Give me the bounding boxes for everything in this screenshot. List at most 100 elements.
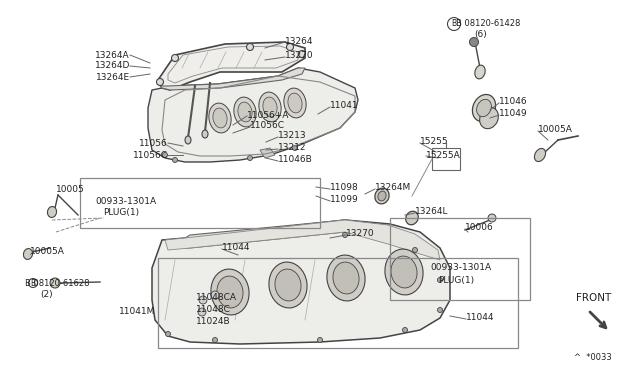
- Text: B: B: [451, 19, 456, 29]
- Bar: [158, 258, 518, 348]
- Text: 10006: 10006: [465, 224, 493, 232]
- Ellipse shape: [413, 247, 417, 253]
- Ellipse shape: [166, 331, 170, 337]
- Ellipse shape: [391, 256, 417, 288]
- Text: PLUG(1): PLUG(1): [103, 208, 139, 218]
- Ellipse shape: [488, 214, 496, 222]
- Ellipse shape: [534, 148, 545, 161]
- Polygon shape: [158, 42, 305, 90]
- Ellipse shape: [298, 51, 305, 58]
- Text: 11098: 11098: [330, 183, 359, 192]
- Ellipse shape: [479, 108, 499, 129]
- Ellipse shape: [211, 291, 219, 299]
- Ellipse shape: [198, 308, 206, 316]
- Ellipse shape: [403, 327, 408, 333]
- Text: 11046B: 11046B: [278, 155, 313, 164]
- Ellipse shape: [209, 103, 231, 133]
- Ellipse shape: [477, 99, 492, 117]
- Text: 13264E: 13264E: [96, 73, 130, 81]
- Ellipse shape: [212, 337, 218, 343]
- Text: (2): (2): [40, 289, 52, 298]
- Text: 13213: 13213: [278, 131, 307, 141]
- Ellipse shape: [202, 130, 208, 138]
- Ellipse shape: [248, 155, 253, 160]
- Ellipse shape: [284, 88, 306, 118]
- Ellipse shape: [342, 232, 348, 237]
- Ellipse shape: [29, 279, 38, 288]
- Text: 10005A: 10005A: [538, 125, 573, 135]
- Bar: [80, 178, 320, 228]
- Ellipse shape: [470, 38, 479, 46]
- Ellipse shape: [406, 211, 419, 225]
- Text: 11099: 11099: [330, 196, 359, 205]
- Text: 11048CA: 11048CA: [196, 292, 237, 301]
- Ellipse shape: [333, 262, 359, 294]
- Ellipse shape: [438, 278, 442, 282]
- Ellipse shape: [24, 248, 33, 259]
- Ellipse shape: [213, 108, 227, 128]
- Text: 11046: 11046: [499, 97, 527, 106]
- Polygon shape: [160, 68, 305, 90]
- Ellipse shape: [317, 337, 323, 343]
- Ellipse shape: [263, 97, 277, 117]
- Text: 15255: 15255: [420, 138, 449, 147]
- Text: 11041: 11041: [330, 102, 358, 110]
- Ellipse shape: [287, 44, 294, 51]
- Text: 13264: 13264: [285, 38, 314, 46]
- Text: FRONT: FRONT: [576, 293, 611, 303]
- Polygon shape: [185, 220, 390, 248]
- Ellipse shape: [199, 296, 207, 304]
- Text: (6): (6): [474, 31, 487, 39]
- Text: 11048C: 11048C: [196, 305, 231, 314]
- Text: 13270: 13270: [346, 230, 374, 238]
- Text: ^  *0033: ^ *0033: [574, 353, 612, 362]
- Ellipse shape: [47, 206, 56, 218]
- Text: 11056C: 11056C: [250, 122, 285, 131]
- Ellipse shape: [472, 94, 495, 122]
- Text: 13264D: 13264D: [95, 61, 130, 71]
- Ellipse shape: [234, 97, 256, 127]
- Ellipse shape: [292, 145, 298, 151]
- Text: 13264L: 13264L: [415, 208, 449, 217]
- Text: 11049: 11049: [499, 109, 527, 119]
- Polygon shape: [152, 220, 450, 344]
- Ellipse shape: [238, 102, 252, 122]
- Text: 11041M: 11041M: [118, 308, 155, 317]
- Text: PLUG(1): PLUG(1): [438, 276, 474, 285]
- Text: 11056C: 11056C: [133, 151, 168, 160]
- Text: 15255A: 15255A: [426, 151, 461, 160]
- Ellipse shape: [211, 269, 249, 315]
- Text: 11024B: 11024B: [196, 317, 230, 326]
- Text: 11056: 11056: [140, 138, 168, 148]
- Ellipse shape: [163, 153, 168, 157]
- Text: 13212: 13212: [278, 144, 307, 153]
- Ellipse shape: [246, 44, 253, 51]
- Ellipse shape: [259, 92, 281, 122]
- Ellipse shape: [269, 262, 307, 308]
- Polygon shape: [260, 148, 275, 158]
- Ellipse shape: [475, 65, 485, 79]
- Ellipse shape: [268, 151, 273, 155]
- Text: 00933-1301A: 00933-1301A: [430, 263, 491, 273]
- Ellipse shape: [385, 249, 423, 295]
- Polygon shape: [148, 68, 358, 162]
- Ellipse shape: [375, 188, 389, 204]
- Ellipse shape: [185, 136, 191, 144]
- Text: 10005A: 10005A: [30, 247, 65, 257]
- Ellipse shape: [378, 191, 386, 201]
- Text: 13270: 13270: [285, 51, 314, 61]
- Text: 11056+A: 11056+A: [247, 110, 289, 119]
- Ellipse shape: [217, 276, 243, 308]
- Text: B: B: [31, 279, 36, 288]
- Text: B 08120-61628: B 08120-61628: [25, 279, 90, 288]
- Text: 11044: 11044: [222, 244, 250, 253]
- Ellipse shape: [172, 55, 179, 61]
- Ellipse shape: [275, 269, 301, 301]
- Ellipse shape: [438, 308, 442, 312]
- Text: 11044: 11044: [466, 314, 495, 323]
- Polygon shape: [165, 220, 440, 260]
- Text: B 08120-61428: B 08120-61428: [456, 19, 520, 29]
- Polygon shape: [432, 148, 460, 170]
- Ellipse shape: [327, 255, 365, 301]
- Ellipse shape: [50, 278, 60, 288]
